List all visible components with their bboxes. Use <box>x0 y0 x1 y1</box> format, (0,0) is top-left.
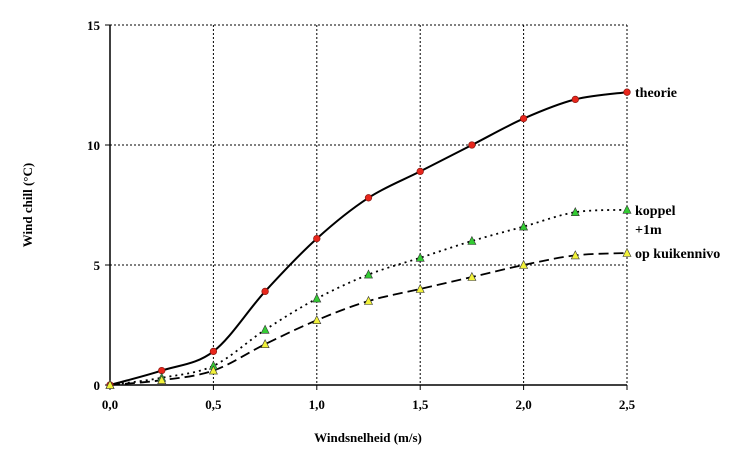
data-point-op-kuikennivo <box>312 315 322 324</box>
data-point-theorie <box>468 141 476 149</box>
axes <box>105 24 628 390</box>
data-point-op-kuikennivo <box>415 283 425 293</box>
data-point-op-kuikennivo <box>364 295 373 305</box>
y-tick-labels: 0 5 10 15 <box>87 18 101 393</box>
data-point-theorie <box>623 88 631 96</box>
data-point-op-kuikennivo <box>467 271 477 281</box>
series-label-koppel-1m: koppel <box>635 204 676 219</box>
x-tick-label: 1,5 <box>412 397 429 412</box>
data-point-op-kuikennivo <box>260 339 270 348</box>
x-tick-label: 2,5 <box>619 397 636 412</box>
y-tick-label: 5 <box>94 258 101 273</box>
data-point-theorie <box>571 95 579 104</box>
x-tick-label: 0,0 <box>102 397 118 412</box>
data-point-koppel-1m <box>622 204 632 214</box>
data-point-koppel-1m <box>364 269 373 279</box>
data-point-op-kuikennivo <box>622 247 632 257</box>
x-tick-label: 2,0 <box>515 397 531 412</box>
series-label-koppel-1m: +1m <box>635 223 662 238</box>
series-labels: theorie koppel +1m op kuikennivo <box>635 86 720 262</box>
data-point-op-kuikennivo <box>105 379 115 389</box>
data-point-op-kuikennivo <box>570 250 580 260</box>
x-axis-title: Windsnelheid (m/s) <box>314 430 422 445</box>
y-tick-label: 15 <box>87 18 101 33</box>
series-markers <box>105 88 632 389</box>
data-point-koppel-1m <box>467 235 477 245</box>
data-point-koppel-1m <box>415 252 425 262</box>
data-point-op-kuikennivo <box>208 365 218 375</box>
x-tick-label: 0,5 <box>205 397 222 412</box>
data-point-koppel-1m <box>519 221 529 231</box>
series-lines <box>109 91 628 386</box>
series-label-op-kuikennivo: op kuikennivo <box>635 247 720 262</box>
grid <box>110 24 628 385</box>
data-point-op-kuikennivo <box>157 375 167 384</box>
x-tick-labels: 0,0 0,5 1,0 1,5 2,0 2,5 <box>102 397 636 412</box>
y-tick-label: 0 <box>94 378 101 393</box>
data-point-theorie <box>519 114 528 123</box>
data-point-theorie <box>364 194 373 202</box>
data-point-koppel-1m <box>570 207 580 216</box>
data-point-theorie <box>261 287 269 296</box>
data-point-theorie <box>209 347 218 356</box>
data-point-koppel-1m <box>312 293 322 303</box>
data-point-theorie <box>416 167 424 176</box>
series-line-theorie <box>109 91 628 386</box>
y-tick-label: 10 <box>87 138 100 153</box>
data-point-koppel-1m <box>260 324 270 334</box>
data-point-theorie <box>313 234 321 243</box>
y-axis-title: Wind chill (°C) <box>20 163 35 247</box>
x-tick-label: 1,0 <box>309 397 325 412</box>
data-point-op-kuikennivo <box>519 259 529 269</box>
series-label-theorie: theorie <box>635 86 677 101</box>
